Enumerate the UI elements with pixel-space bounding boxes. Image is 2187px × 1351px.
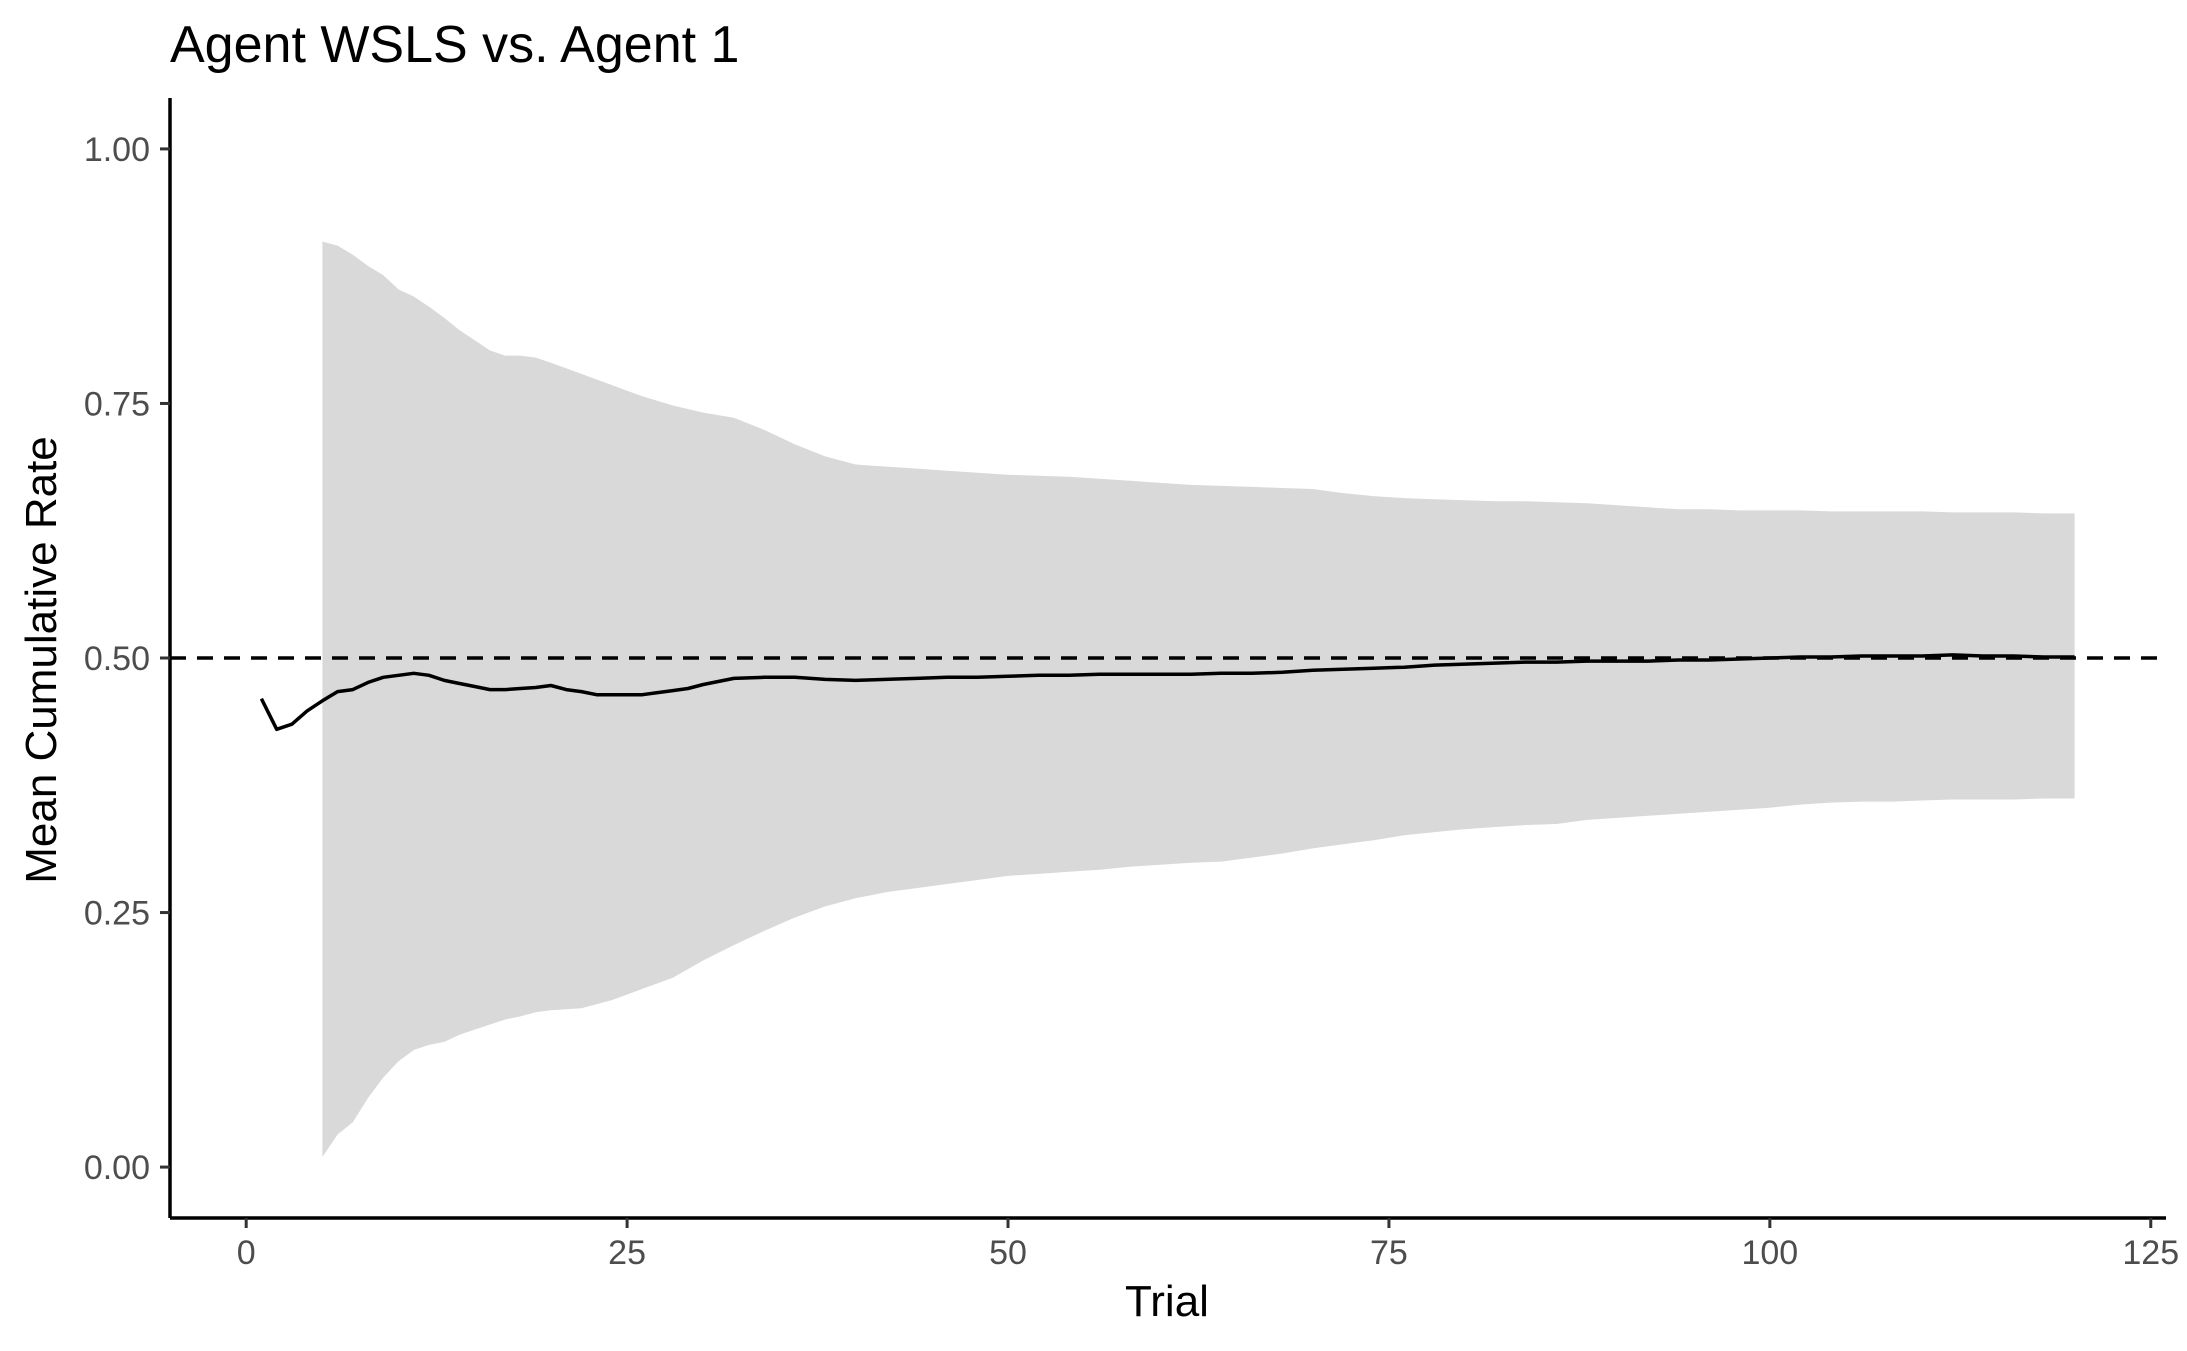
- y-tick-label: 0.00: [84, 1149, 150, 1187]
- y-tick-label: 1.00: [84, 131, 150, 169]
- confidence-ribbon: [322, 241, 2075, 1157]
- x-tick-label: 100: [1741, 1234, 1798, 1272]
- plot-area: 0.00 0.25 0.50 0.75 1.00 0 25 50 75 100 125: [84, 98, 2179, 1272]
- x-tick-label: 75: [1370, 1234, 1408, 1272]
- x-tick-label: 0: [237, 1234, 256, 1272]
- x-tick-label: 50: [989, 1234, 1027, 1272]
- y-tick-label: 0.25: [84, 895, 150, 933]
- x-tick-label: 25: [608, 1234, 646, 1272]
- chart-title: Agent WSLS vs. Agent 1: [170, 16, 739, 74]
- x-tick-label: 125: [2122, 1234, 2179, 1272]
- x-axis-title: Trial: [1125, 1277, 1209, 1326]
- y-tick-label: 0.50: [84, 640, 150, 678]
- mean-line: [259, 653, 2075, 732]
- y-axis-title: Mean Cumulative Rate: [17, 436, 66, 884]
- y-tick-label: 0.75: [84, 385, 150, 423]
